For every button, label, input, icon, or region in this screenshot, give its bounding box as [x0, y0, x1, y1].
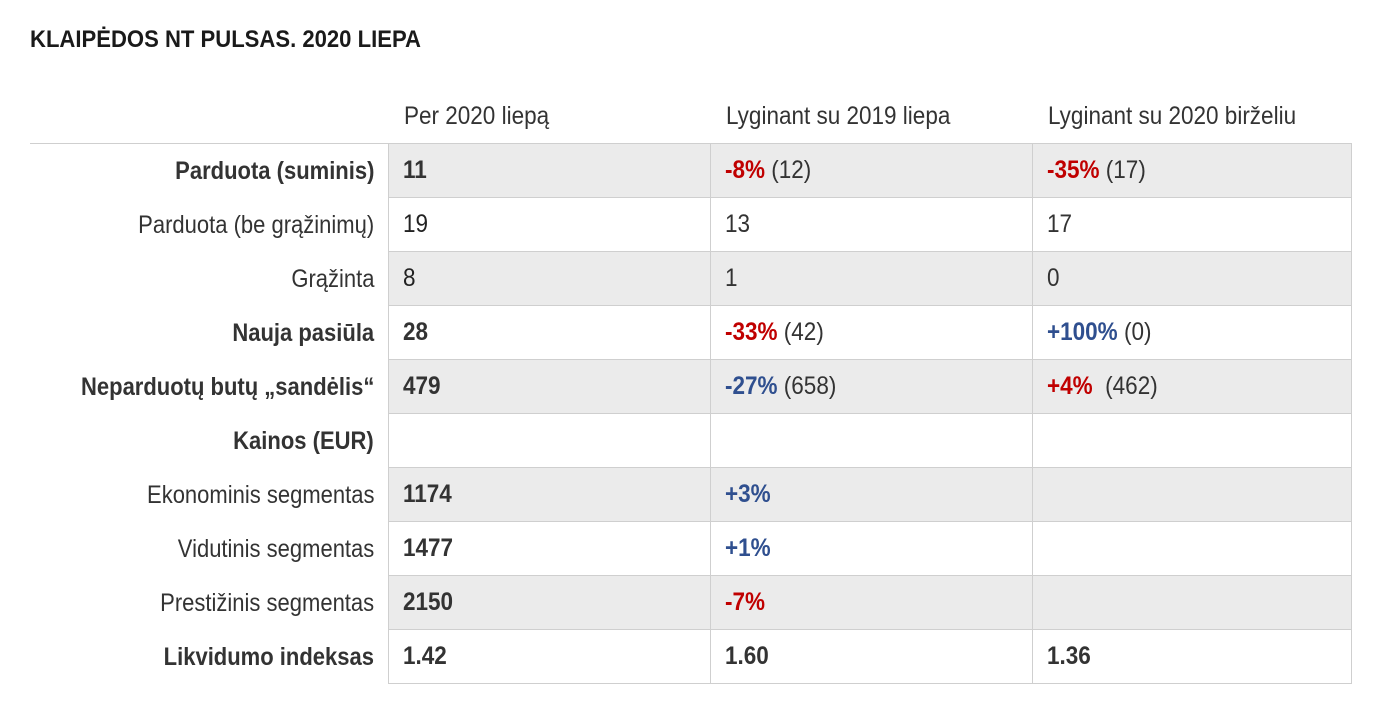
- vs-2019-cell: -33% (42): [710, 306, 1032, 360]
- vs-2019-cell: +1%: [710, 522, 1032, 576]
- row-label: Parduota (be grąžinimų): [137, 210, 374, 239]
- value-cell: 19: [388, 198, 710, 252]
- change-negative: -33%: [725, 318, 778, 346]
- reference-value: (42): [783, 318, 824, 346]
- value-cell: 2150: [388, 576, 710, 630]
- value-cell: 1.42: [388, 630, 710, 684]
- header-spacer: [30, 89, 388, 143]
- change-negative: -7%: [725, 588, 766, 616]
- row-label: Nauja pasiūla: [232, 318, 374, 347]
- table-row: Prestižinis segmentas 2150 -7%: [30, 576, 1352, 630]
- change-positive: +3%: [725, 480, 771, 508]
- reference-value: (462): [1105, 372, 1158, 400]
- table-row: Grąžinta 8 1 0: [30, 252, 1352, 306]
- reference-value: 13: [725, 210, 751, 238]
- vs-2020-cell: 0: [1032, 252, 1352, 306]
- vs-2019-cell: -8% (12): [710, 144, 1032, 198]
- reference-value: (12): [771, 156, 812, 184]
- change-negative: -8%: [725, 156, 766, 184]
- page-title: KLAIPĖDOS NT PULSAS. 2020 LIEPA: [30, 26, 421, 53]
- value-cell: 1477: [388, 522, 710, 576]
- column-header-vs-2020: Lyginant su 2020 birželiu: [1048, 101, 1297, 130]
- reference-value: (17): [1105, 156, 1146, 184]
- vs-2020-cell: [1032, 576, 1352, 630]
- change-positive: +1%: [725, 534, 771, 562]
- reference-value: 1.60: [725, 642, 769, 670]
- vs-2019-cell: -7%: [710, 576, 1032, 630]
- vs-2020-cell: +4% (462): [1032, 360, 1352, 414]
- row-label: Ekonominis segmentas: [146, 480, 374, 509]
- value-cell: [388, 414, 710, 468]
- vs-2019-cell: 1: [710, 252, 1032, 306]
- reference-value: 17: [1047, 210, 1073, 238]
- table-row: Neparduotų butų „sandėlis“ 479 -27% (658…: [30, 360, 1352, 414]
- vs-2019-cell: 1.60: [710, 630, 1032, 684]
- table-row: Parduota (be grąžinimų) 19 13 17: [30, 198, 1352, 252]
- row-label: Vidutinis segmentas: [177, 534, 374, 563]
- vs-2020-cell: [1032, 468, 1352, 522]
- table-header-row: Per 2020 liepą Lyginant su 2019 liepa Ly…: [30, 89, 1352, 144]
- table-row: Kainos (EUR): [30, 414, 1352, 468]
- vs-2020-cell: [1032, 414, 1352, 468]
- reference-value: 0: [1047, 264, 1060, 292]
- row-label: Neparduotų butų „sandėlis“: [80, 372, 374, 401]
- row-label: Prestižinis segmentas: [160, 588, 374, 617]
- reference-value: (658): [783, 372, 837, 400]
- change-positive: -27%: [725, 372, 778, 400]
- row-label: Kainos (EUR): [233, 426, 374, 455]
- table-row: Likvidumo indeksas 1.42 1.60 1.36: [30, 630, 1352, 684]
- vs-2020-cell: 17: [1032, 198, 1352, 252]
- vs-2019-cell: [710, 414, 1032, 468]
- value-cell: 11: [388, 144, 710, 198]
- change-negative: +4%: [1047, 372, 1093, 400]
- vs-2019-cell: +3%: [710, 468, 1032, 522]
- vs-2020-cell: +100% (0): [1032, 306, 1352, 360]
- column-header-vs-2019: Lyginant su 2019 liepa: [726, 101, 951, 130]
- reference-value: 1.36: [1047, 642, 1091, 670]
- value-cell: 479: [388, 360, 710, 414]
- reference-value: 1: [725, 264, 738, 292]
- vs-2020-cell: [1032, 522, 1352, 576]
- table-row: Vidutinis segmentas 1477 +1%: [30, 522, 1352, 576]
- vs-2019-cell: -27% (658): [710, 360, 1032, 414]
- vs-2019-cell: 13: [710, 198, 1032, 252]
- summary-table: Per 2020 liepą Lyginant su 2019 liepa Ly…: [30, 89, 1352, 684]
- row-label: Grąžinta: [290, 264, 374, 293]
- column-header-period: Per 2020 liepą: [404, 101, 550, 130]
- row-label: Parduota (suminis): [174, 156, 374, 185]
- row-label: Likvidumo indeksas: [163, 642, 374, 671]
- value-cell: 1174: [388, 468, 710, 522]
- table-row: Nauja pasiūla 28 -33% (42) +100% (0): [30, 306, 1352, 360]
- vs-2020-cell: 1.36: [1032, 630, 1352, 684]
- value-cell: 8: [388, 252, 710, 306]
- reference-value: (0): [1123, 318, 1152, 346]
- vs-2020-cell: -35% (17): [1032, 144, 1352, 198]
- value-cell: 28: [388, 306, 710, 360]
- change-negative: -35%: [1047, 156, 1100, 184]
- change-positive: +100%: [1047, 318, 1118, 346]
- table-row: Parduota (suminis) 11 -8% (12) -35% (17): [30, 144, 1352, 198]
- table-row: Ekonominis segmentas 1174 +3%: [30, 468, 1352, 522]
